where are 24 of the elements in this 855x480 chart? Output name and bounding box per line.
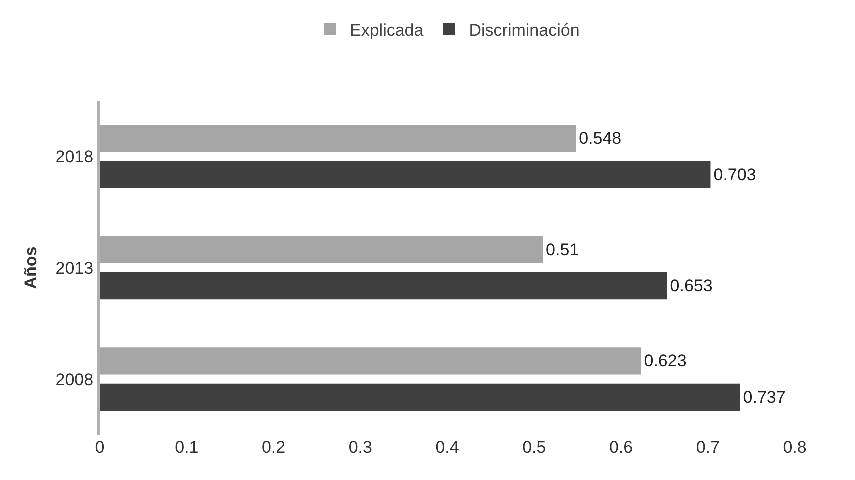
bar bbox=[100, 161, 711, 188]
data-label: 0.703 bbox=[714, 165, 756, 184]
legend-label: Explicada bbox=[350, 20, 424, 40]
y-tick-label: 2013 bbox=[56, 258, 94, 278]
bar bbox=[100, 384, 740, 411]
x-tick-label: 0 bbox=[95, 438, 105, 457]
data-label: 0.737 bbox=[743, 388, 786, 407]
y-tick-label: 2008 bbox=[56, 370, 94, 390]
x-tick-label: 0.2 bbox=[262, 438, 286, 457]
data-label: 0.623 bbox=[644, 352, 687, 371]
data-label: 0.653 bbox=[670, 276, 713, 296]
data-label: 0.548 bbox=[579, 129, 622, 148]
bar bbox=[100, 272, 668, 300]
x-tick-label: 0.5 bbox=[522, 438, 546, 457]
legend-label: Discriminación bbox=[469, 20, 580, 40]
x-tick-label: 0.1 bbox=[175, 438, 199, 457]
y-tick-label: 2018 bbox=[56, 148, 94, 167]
y-axis-title: Años bbox=[21, 246, 40, 290]
x-tick-label: 0.6 bbox=[609, 438, 634, 457]
x-tick-label: 0.8 bbox=[783, 438, 807, 457]
x-tick-label: 0.4 bbox=[436, 438, 460, 457]
x-tick-label: 0.7 bbox=[696, 438, 720, 457]
x-tick-label: 0.3 bbox=[348, 438, 372, 457]
data-label: 0.51 bbox=[546, 240, 580, 260]
